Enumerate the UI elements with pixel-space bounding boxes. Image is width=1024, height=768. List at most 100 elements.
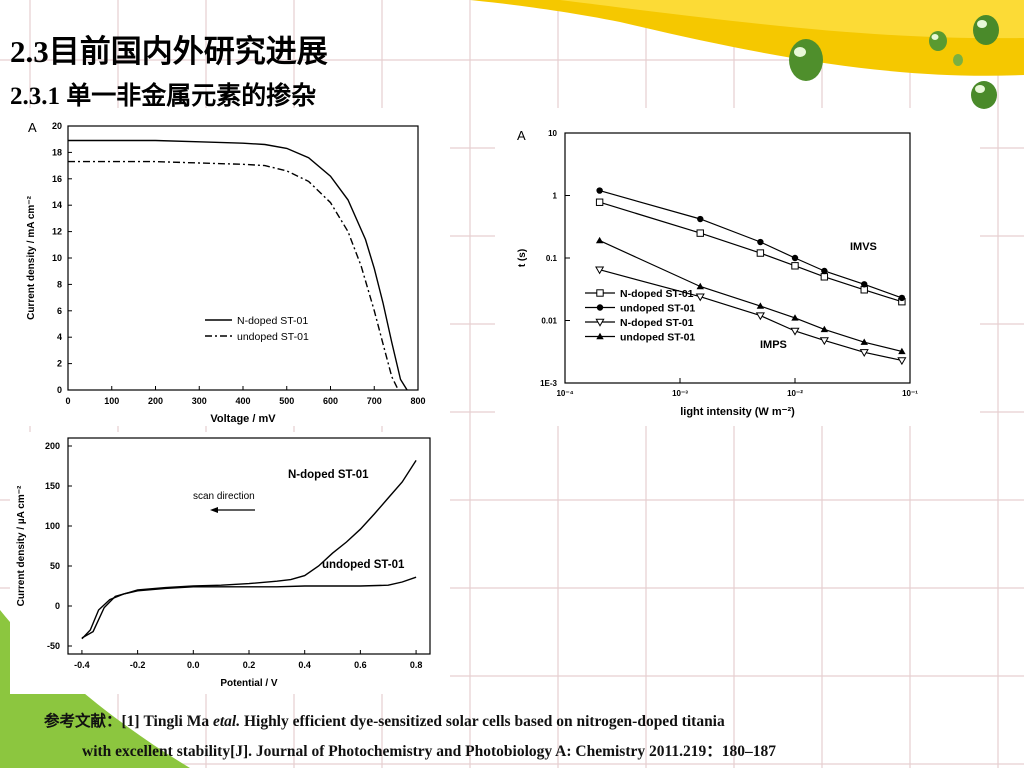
x-tick-label: 0.6 [354,660,367,670]
y-axis-label: Current density / µA cm⁻² [16,485,27,606]
data-point-s3 [819,337,829,346]
data-point-s2 [898,294,906,302]
x-tick-label: 0.4 [298,660,311,670]
panel-label: A [28,120,37,135]
y-tick-label: 20 [52,121,62,131]
slide-subtitle: 2.3.1 单一非金属元素的掺杂 [10,83,317,110]
annotation-scan-direction: scan direction [193,491,255,502]
y-tick-label: 0 [55,601,60,611]
x-tick-label: 10⁻¹ [902,389,918,398]
data-point-s2 [791,254,799,262]
y-tick-label: -50 [47,641,60,651]
x-axis-label: Potential / V [220,678,278,689]
series-line-2 [81,576,417,640]
series-line-1 [68,139,408,391]
data-point-s3 [595,266,605,275]
y-tick-label: 50 [50,561,60,571]
water-drop-icons [789,15,999,109]
y-tick-label: 10 [548,129,557,138]
x-tick-label: 10⁻² [787,389,803,398]
legend-label-2: undoped ST-01 [620,303,695,315]
legend-marker-3 [595,318,605,327]
imvs-imps-chart: A 10⁻⁴ 10⁻³ 10⁻² 10⁻¹ 1E-3 0.01 0.1 1 10 light int… [517,128,918,418]
y-tick-label: 14 [52,200,62,210]
series-label-1: N-doped ST-01 [288,469,369,481]
data-point-s4 [756,302,765,309]
data-point-s1 [791,262,799,270]
data-point-s3 [897,357,907,366]
dark-current-chart-panel: -0.4 -0.2 0.0 0.2 0.4 0.6 0.8 -50 0 50 100 150 200 Po… [10,432,450,694]
legend-marker-4 [596,332,604,340]
series-line-1 [81,460,417,639]
plot-frame [67,125,419,391]
data-point-s1 [696,229,704,237]
reference-line1: Highly efficient dye-sensitized solar ce… [243,713,725,730]
x-tick-label: 0 [65,396,70,406]
data-point-s4 [595,236,604,244]
panel-label: A [517,128,526,143]
x-tick-label: 200 [148,396,163,406]
x-tick-label: 0.0 [187,660,200,670]
y-tick-label: 0.01 [541,317,557,326]
data-point-s1 [756,249,765,257]
legend-label-2: undoped ST-01 [237,331,309,343]
x-tick-label: 10⁻³ [672,389,688,398]
x-tick-label: 500 [279,396,294,406]
data-point-s2 [757,238,764,246]
y-tick-label: 1E-3 [540,379,557,388]
legend-label-1: N-doped ST-01 [237,315,308,327]
data-point-s2 [596,187,603,194]
y-axis-label: t (s) [517,249,528,267]
reference-citation: 参考文献：[1] Tingli Ma etal. Highly efficien… [44,707,974,767]
data-point-s3 [790,327,800,336]
data-point-s4 [860,338,868,345]
dark-current-chart: -0.4 -0.2 0.0 0.2 0.4 0.6 0.8 -50 0 50 100 150 200 Po… [16,437,431,689]
x-axis-label: light intensity (W m⁻²) [680,406,795,418]
y-tick-label: 2 [57,359,62,369]
x-tick-label: 300 [192,396,207,406]
yellow-swoosh-highlight [560,0,1024,39]
plot-frame [564,132,911,384]
data-point-s3 [755,312,765,321]
data-point-s2 [697,215,704,223]
data-point-s1 [860,286,868,294]
legend-label-3: N-doped ST-01 [620,317,694,329]
x-tick-label: 100 [104,396,119,406]
y-axis-label: Current density / mA cm⁻² [26,195,37,319]
imvs-imps-chart-panel: A 10⁻⁴ 10⁻³ 10⁻² 10⁻¹ 1E-3 0.01 0.1 1 10 light int… [495,108,980,426]
y-tick-label: 150 [45,481,60,491]
green-swoosh [0,610,190,768]
reference-etal: etal. [212,713,241,730]
y-tick-label: 12 [52,227,62,237]
y-tick-label: 10 [52,253,62,263]
data-point-s4 [898,347,906,355]
legend-label-4: undoped ST-01 [620,332,695,344]
y-tick-label: 0 [57,385,62,395]
y-tick-label: 1 [553,192,558,201]
data-point-s3 [859,349,869,357]
annotation-imvs: IMVS [850,241,877,253]
series-line-3 [599,269,903,361]
data-point-s2 [861,281,868,288]
legend-marker-1 [596,289,604,297]
x-tick-label: -0.4 [74,660,90,670]
x-tick-label: 400 [235,396,250,406]
reference-prefix: 参考文献： [44,713,122,730]
legend-label-1: N-doped ST-01 [620,288,694,300]
x-axis-label: Voltage / mV [210,413,276,425]
y-tick-label: 18 [52,147,62,157]
y-tick-label: 8 [57,279,62,289]
series-label-2: undoped ST-01 [322,559,405,571]
x-tick-label: 0.2 [243,660,256,670]
data-point-s2 [821,267,828,275]
reference-authors: Tingli Ma [143,713,210,730]
data-point-s3 [695,293,705,302]
x-tick-label: 0.8 [410,660,423,670]
data-point-s1 [595,198,604,206]
x-tick-label: 10⁻⁴ [556,389,573,398]
data-point-s4 [791,314,799,321]
jv-chart-panel: A 0 100 200 300 400 500 600 700 800 0 2 4 6 8 10 12 14 16 1… [0,108,450,426]
data-point-s1 [820,273,829,281]
x-tick-label: 600 [323,396,338,406]
x-tick-label: 800 [410,396,425,406]
